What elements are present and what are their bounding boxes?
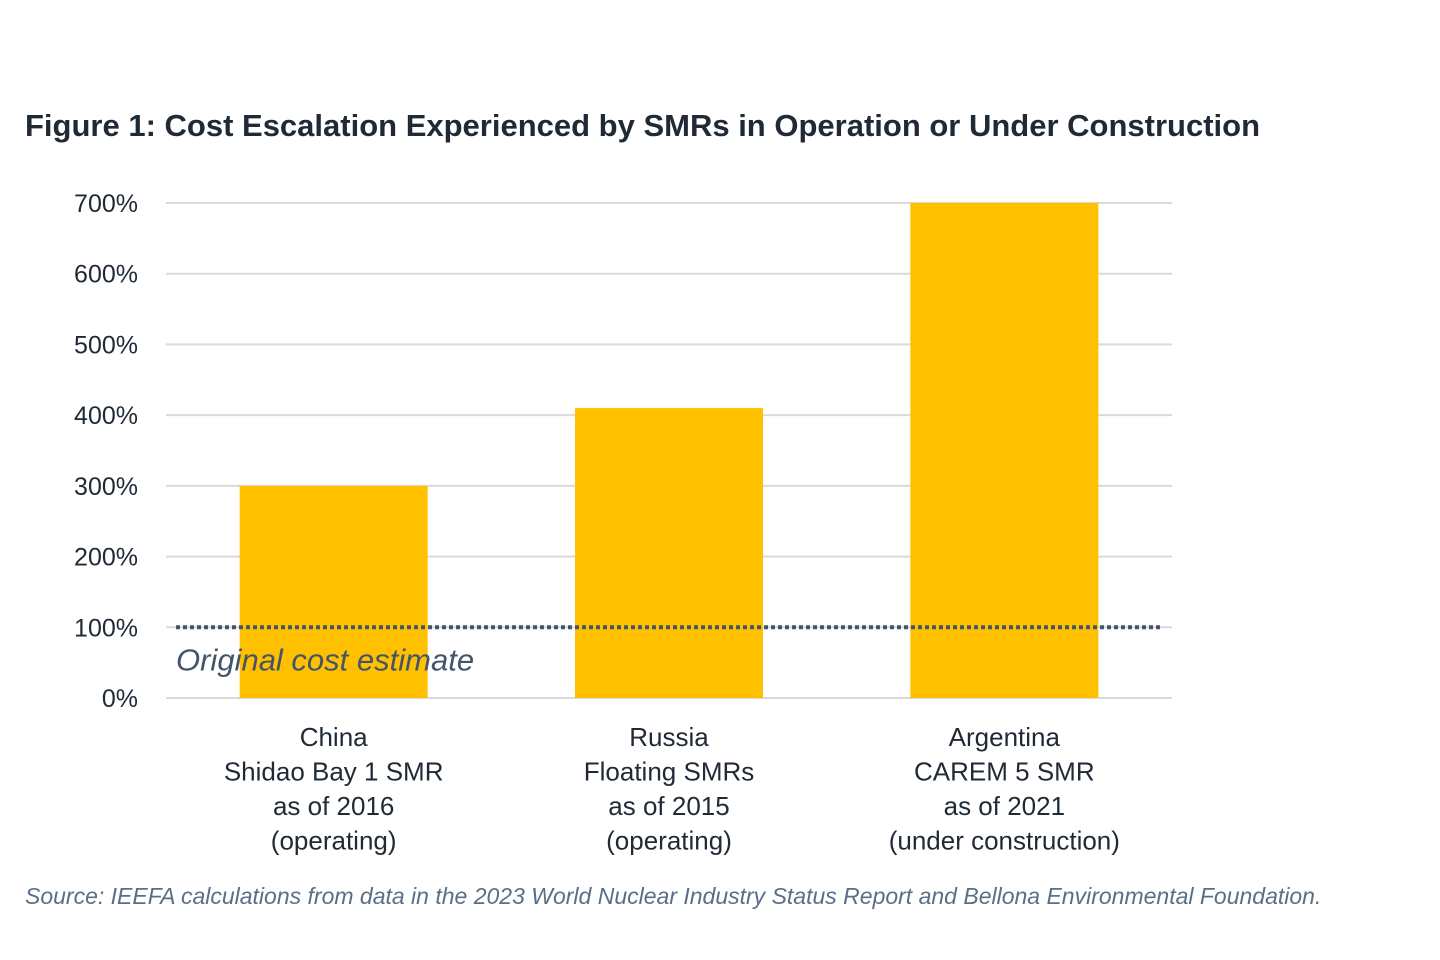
chart-title: Figure 1: Cost Escalation Experienced by… — [25, 108, 1261, 143]
bar-chart: 0% 100% 200% 300% 400% 500% 600% 700% China Shida… — [74, 190, 1172, 856]
bar — [910, 203, 1099, 698]
x-tick-label: (under construction) — [889, 826, 1120, 856]
x-tick-label: Shidao Bay 1 SMR — [224, 757, 444, 787]
source-note: Source: IEEFA calculations from data in … — [25, 883, 1322, 909]
x-tick-label: Russia — [629, 722, 709, 752]
y-tick-label: 200% — [74, 544, 138, 572]
y-tick-label: 600% — [74, 261, 138, 289]
x-tick-label: as of 2016 — [273, 791, 394, 821]
x-tick-label: China — [300, 722, 368, 752]
reference-line-label: Original cost estimate — [176, 642, 474, 677]
y-tick-label: 400% — [74, 402, 138, 430]
y-tick-label: 100% — [74, 614, 138, 642]
x-tick-label: (operating) — [606, 826, 732, 856]
y-tick-label: 300% — [74, 473, 138, 501]
x-tick-label: Argentina — [949, 722, 1061, 752]
x-tick-label: Floating SMRs — [584, 757, 755, 787]
bar — [239, 485, 428, 698]
x-tick-label: CAREM 5 SMR — [914, 757, 1095, 787]
y-tick-label: 0% — [102, 685, 138, 713]
bar — [575, 408, 763, 698]
x-tick-label: as of 2015 — [608, 791, 729, 821]
y-tick-label: 500% — [74, 331, 138, 359]
y-tick-label: 700% — [74, 190, 138, 218]
x-tick-label: as of 2021 — [944, 791, 1065, 821]
x-tick-label: (operating) — [271, 826, 397, 856]
